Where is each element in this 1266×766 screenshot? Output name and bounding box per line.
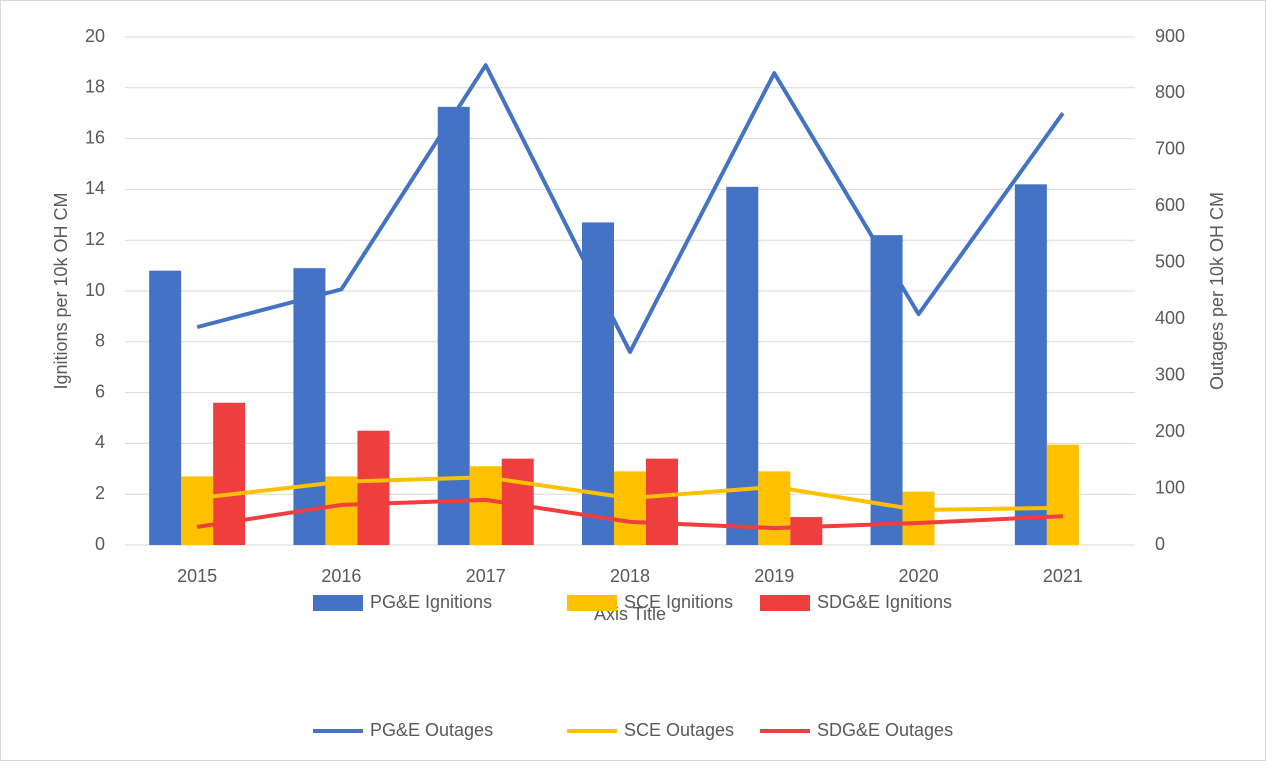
y-tick-label: 12 [85,229,105,249]
y-tick-label: 16 [85,127,105,147]
bar [437,106,470,545]
bar [758,471,791,545]
x-tick-label: 2016 [321,566,361,586]
bar [293,268,326,545]
bar [726,186,759,546]
line [196,475,1063,513]
line [196,497,1063,531]
x-tick-label: 2021 [1043,566,1083,586]
legend-swatch [567,595,617,611]
y2-axis-title: Outages per 10k OH CM [1207,192,1227,390]
line [196,63,1065,354]
x-tick-label: 2015 [177,566,217,586]
bar [357,430,390,545]
bar [614,471,646,545]
x-tick-label: 2020 [899,566,939,586]
bar [902,491,935,545]
y-tick-label: 18 [85,77,105,97]
y-tick-label: 0 [95,534,105,554]
bar [325,476,358,545]
bar [870,235,903,545]
bar [1046,444,1079,545]
bar [1014,184,1047,545]
y-axis-title: Ignitions per 10k OH CM [51,192,71,389]
bar [790,517,823,545]
y-tick-label: 8 [95,331,105,351]
y2-tick-label: 800 [1155,82,1185,102]
legend-label: SDG&E Outages [817,720,953,740]
y-tick-label: 20 [85,26,105,46]
legend-label: PG&E Outages [370,720,493,740]
legend-swatch [313,595,363,611]
y2-tick-label: 200 [1155,421,1185,441]
y2-tick-label: 900 [1155,26,1185,46]
x-tick-label: 2017 [466,566,506,586]
legend-label: SCE Ignitions [624,592,733,612]
y-tick-label: 6 [95,381,105,401]
bar [149,270,182,545]
y2-tick-label: 0 [1155,534,1165,554]
legend-label: SDG&E Ignitions [817,592,952,612]
y2-tick-label: 500 [1155,252,1185,272]
y2-tick-label: 700 [1155,139,1185,159]
y-tick-label: 14 [85,178,105,198]
y-tick-label: 2 [95,483,105,503]
y2-tick-label: 100 [1155,477,1185,497]
bar [646,458,678,545]
y2-tick-label: 300 [1155,364,1185,384]
y-tick-label: 4 [95,432,105,452]
x-tick-label: 2018 [610,566,650,586]
legend-swatch [760,595,810,611]
y-tick-label: 10 [85,280,105,300]
x-tick-label: 2019 [754,566,794,586]
legend-label: SCE Outages [624,720,734,740]
legend-label: PG&E Ignitions [370,592,492,612]
y2-tick-label: 600 [1155,195,1185,215]
y2-tick-label: 400 [1155,308,1185,328]
bar [181,476,214,545]
